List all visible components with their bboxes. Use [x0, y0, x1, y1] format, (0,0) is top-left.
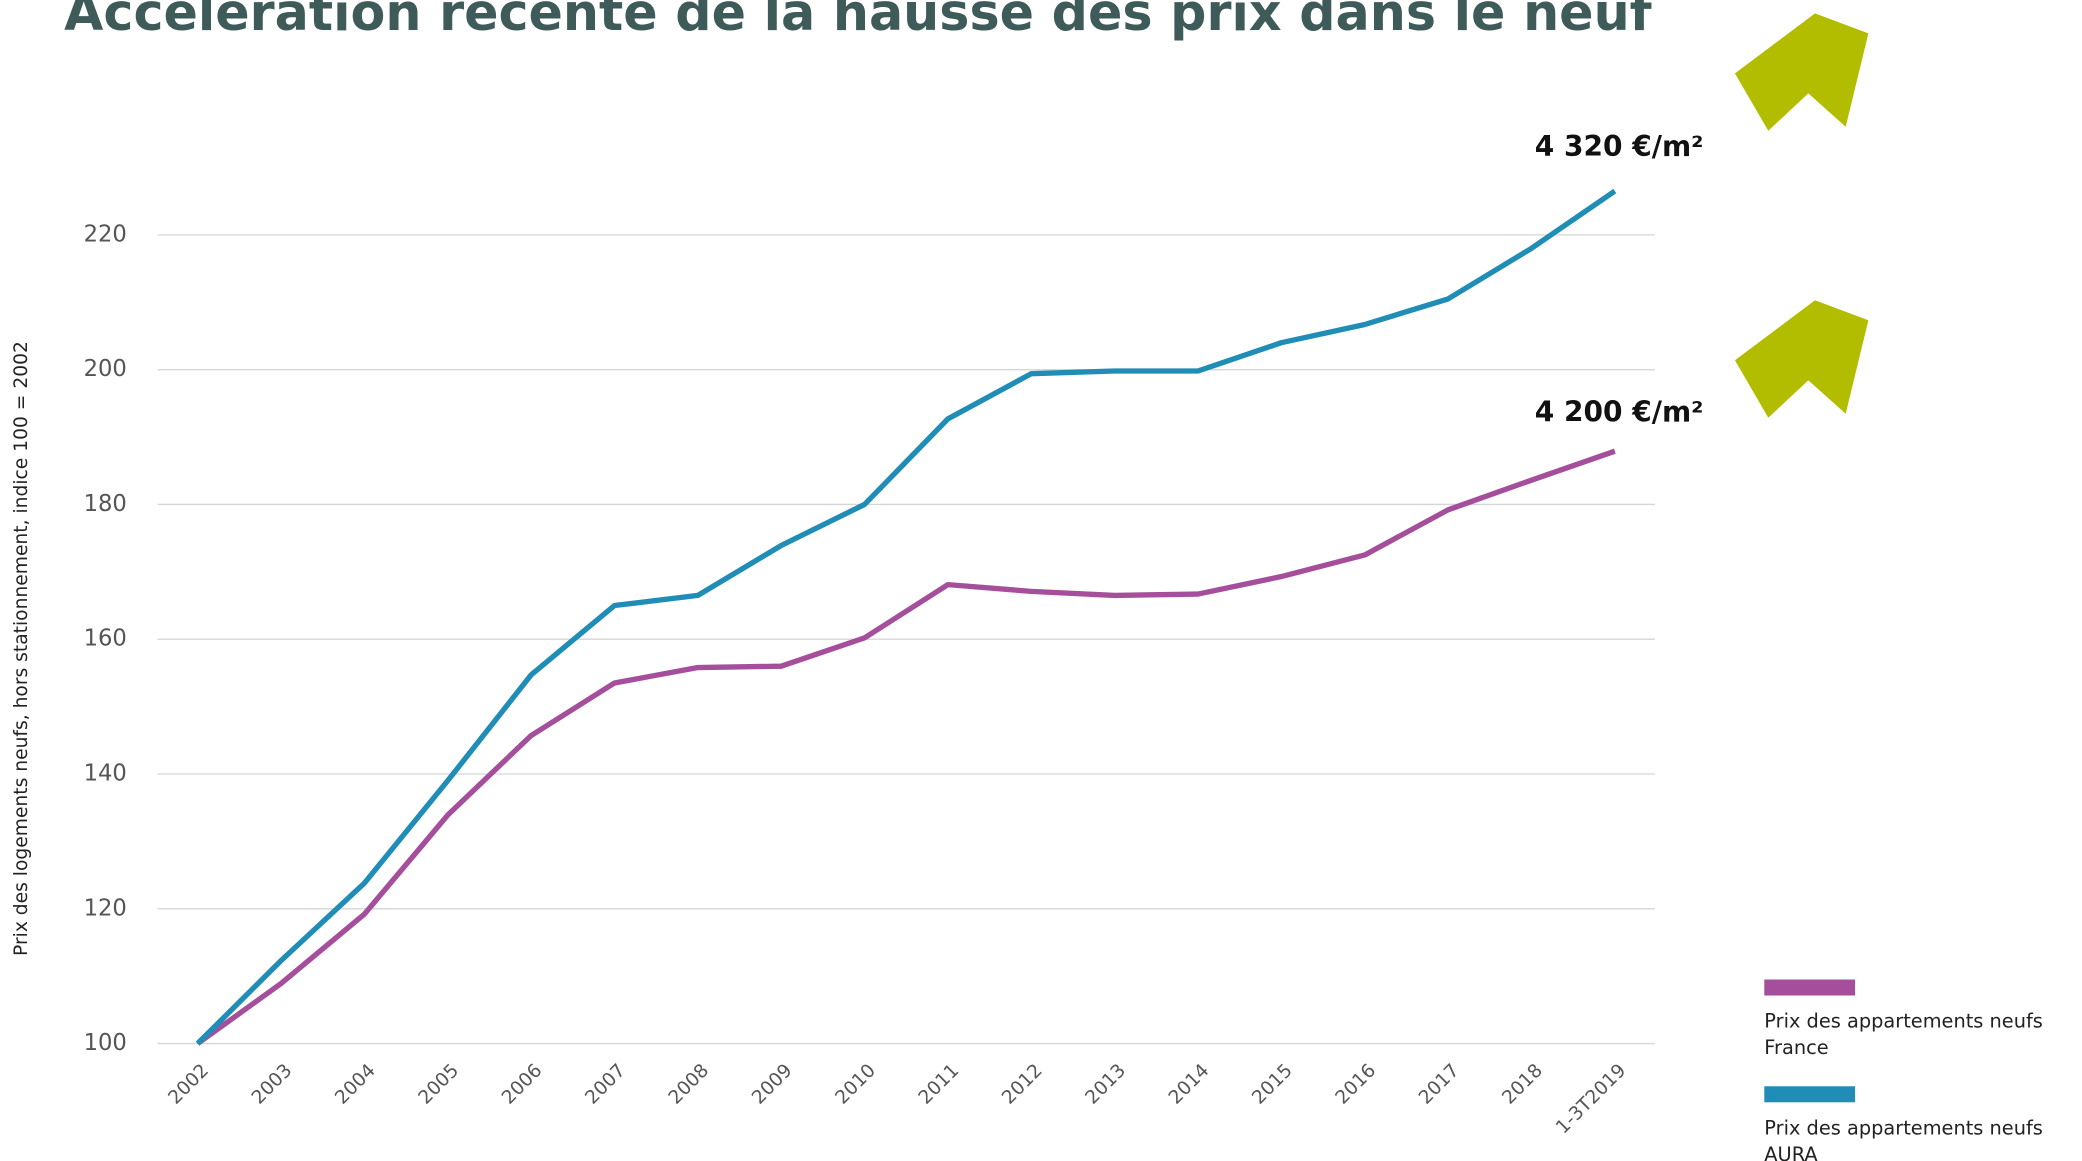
x-tick-label: 2010	[832, 1060, 880, 1108]
x-tick-label: 2009	[748, 1060, 796, 1108]
legend-swatch	[1764, 1086, 1856, 1103]
x-tick-label: 2004	[331, 1060, 379, 1108]
y-tick-label: 140	[84, 761, 127, 787]
legend-label: Prix des appartements neufs AURA	[1764, 1118, 2043, 1161]
x-tick-label: 2012	[998, 1060, 1046, 1108]
annotation: 4 200 €/m²	[1535, 396, 1704, 429]
y-tick-label: 120	[84, 895, 127, 921]
y-tick-label: 100	[84, 1030, 127, 1056]
y-tick-label: 220	[84, 221, 127, 247]
legend-swatch	[1764, 979, 1856, 996]
x-tick-label: 2013	[1082, 1060, 1130, 1108]
legend-label: Prix des appartements neufs France	[1764, 1011, 2043, 1060]
data-line	[196, 448, 1616, 1046]
x-tick-label: 2011	[915, 1060, 963, 1108]
arrow-icon	[1734, 13, 1869, 131]
x-tick-label: 2017	[1415, 1060, 1463, 1108]
legend-text: Prix des appartements neufs AURA	[1764, 1118, 2043, 1161]
x-tick-label: 1-3T2019	[1552, 1060, 1630, 1138]
x-tick-label: 2005	[415, 1060, 463, 1108]
x-tick-label: 2014	[1165, 1060, 1213, 1108]
y-tick-label: 200	[84, 356, 127, 382]
data-line	[195, 188, 1617, 1046]
arrow-icon	[1734, 300, 1869, 418]
legend-text: Prix des appartements neufs France	[1764, 1011, 2043, 1060]
x-tick-label: 2006	[498, 1060, 546, 1108]
annotation: 4 320 €/m²	[1535, 130, 1704, 163]
x-tick-label: 2008	[665, 1060, 713, 1108]
x-tick-label: 2007	[581, 1060, 629, 1108]
y-tick-label: 160	[84, 626, 127, 652]
chart-title: Accélération récente de la hausse des pr…	[64, 0, 1653, 42]
y-axis-label: Prix des logements neufs, hors stationne…	[11, 341, 32, 956]
x-tick-label: 2003	[248, 1060, 296, 1108]
y-tick-label: 180	[84, 491, 127, 517]
x-tick-label: 2015	[1248, 1060, 1296, 1108]
x-tick-label: 2016	[1332, 1060, 1380, 1108]
x-tick-label: 2018	[1498, 1060, 1546, 1108]
x-tick-label: 2002	[165, 1060, 213, 1108]
